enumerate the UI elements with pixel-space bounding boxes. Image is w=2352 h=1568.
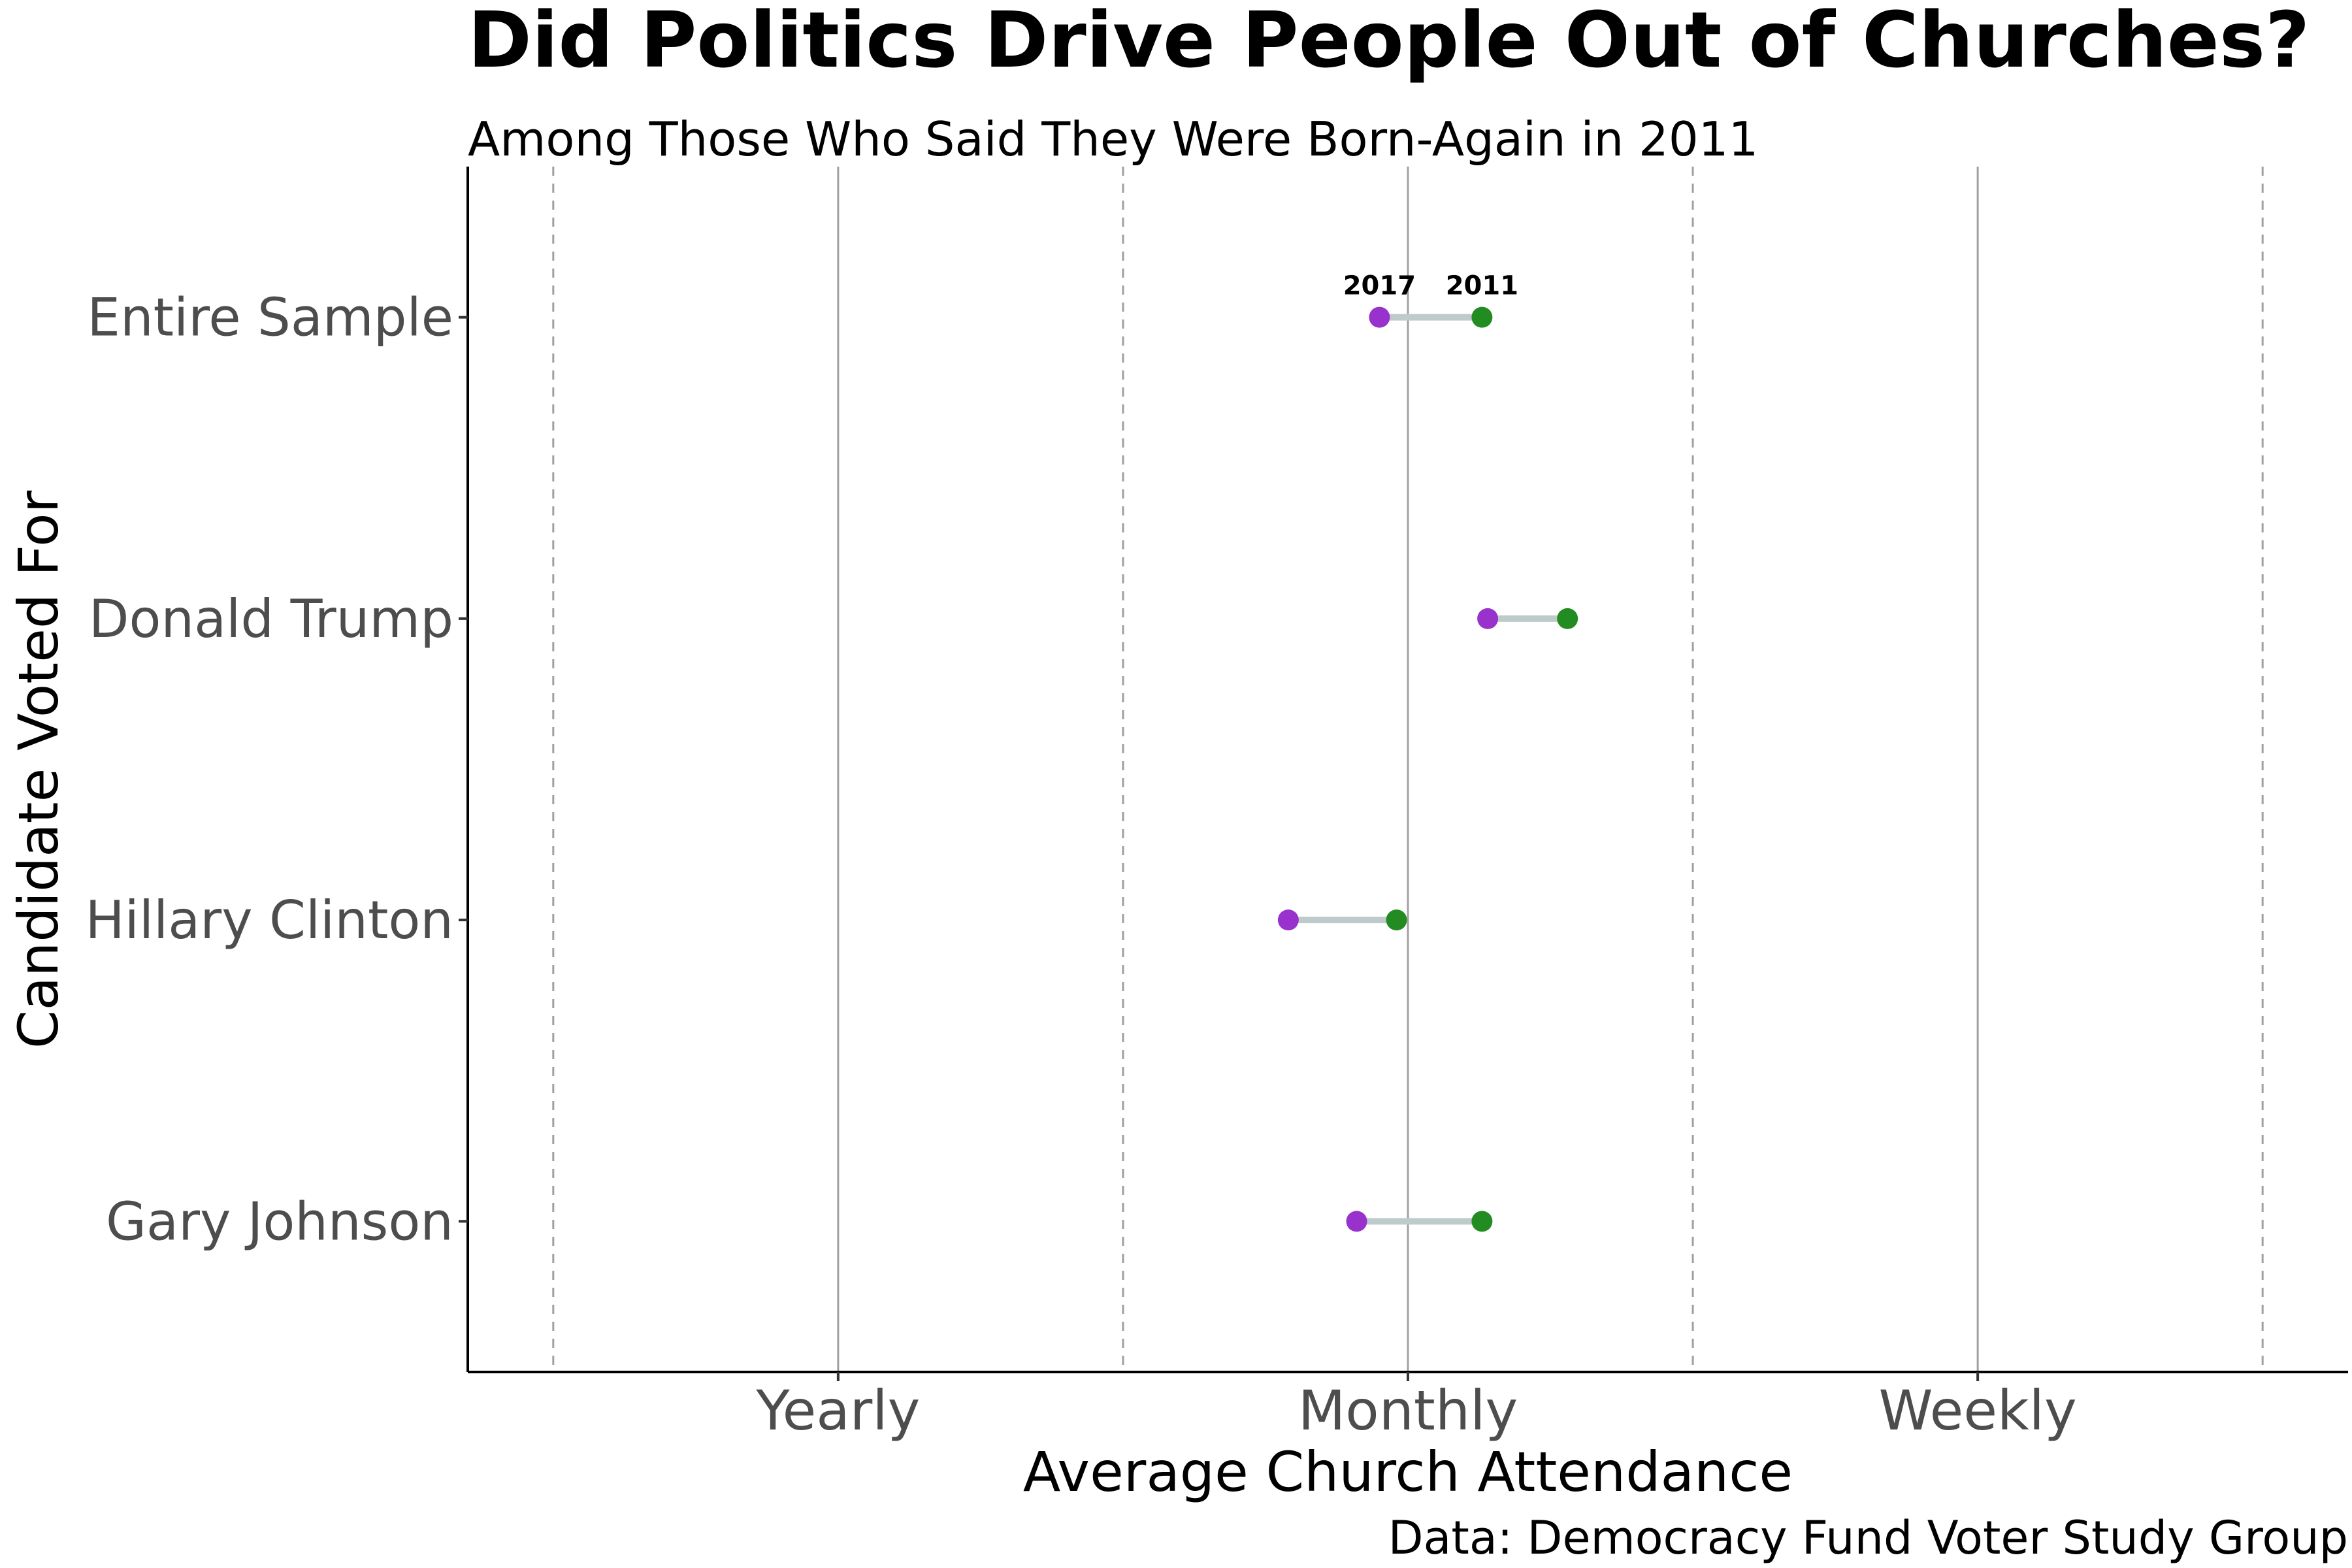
point-label-2017: 2017 <box>1343 271 1416 301</box>
x-axis-layer: Yearly Monthly Weekly <box>755 1372 2077 1443</box>
x-axis-title: Average Church Attendance <box>1023 1440 1793 1504</box>
x-tick-label-1: Yearly <box>755 1379 920 1443</box>
point-label-2011: 2011 <box>1446 271 1518 301</box>
point-2011-2 <box>1557 608 1578 629</box>
point-2017-1 <box>1369 306 1390 328</box>
point-2011-4 <box>1471 1211 1493 1232</box>
y-tick-label-1: Entire Sample <box>87 287 453 348</box>
point-2017-3 <box>1277 909 1299 931</box>
marks-layer: 2017 2011 <box>1277 271 1578 1232</box>
x-tick-label-2: Monthly <box>1298 1379 1518 1443</box>
grid-layer <box>552 167 2264 1372</box>
point-2017-4 <box>1346 1211 1367 1232</box>
point-2011-1 <box>1471 306 1493 328</box>
y-axis-title: Candidate Voted For <box>7 490 71 1049</box>
y-axis-layer: Entire Sample Donald Trump Hillary Clinton… <box>85 287 468 1252</box>
chart-caption: Data: Democracy Fund Voter Study Group <box>1388 1511 2348 1565</box>
y-tick-label-2: Donald Trump <box>89 589 453 649</box>
y-tick-label-3: Hillary Clinton <box>85 890 453 951</box>
x-tick-label-3: Weekly <box>1879 1379 2077 1443</box>
point-2011-3 <box>1386 909 1407 931</box>
chart-title: Did Politics Drive People Out of Churche… <box>468 0 2310 85</box>
point-2017-2 <box>1477 608 1499 629</box>
y-tick-label-4: Gary Johnson <box>106 1191 453 1252</box>
chart-subtitle: Among Those Who Said They Were Born-Agai… <box>468 112 1758 167</box>
